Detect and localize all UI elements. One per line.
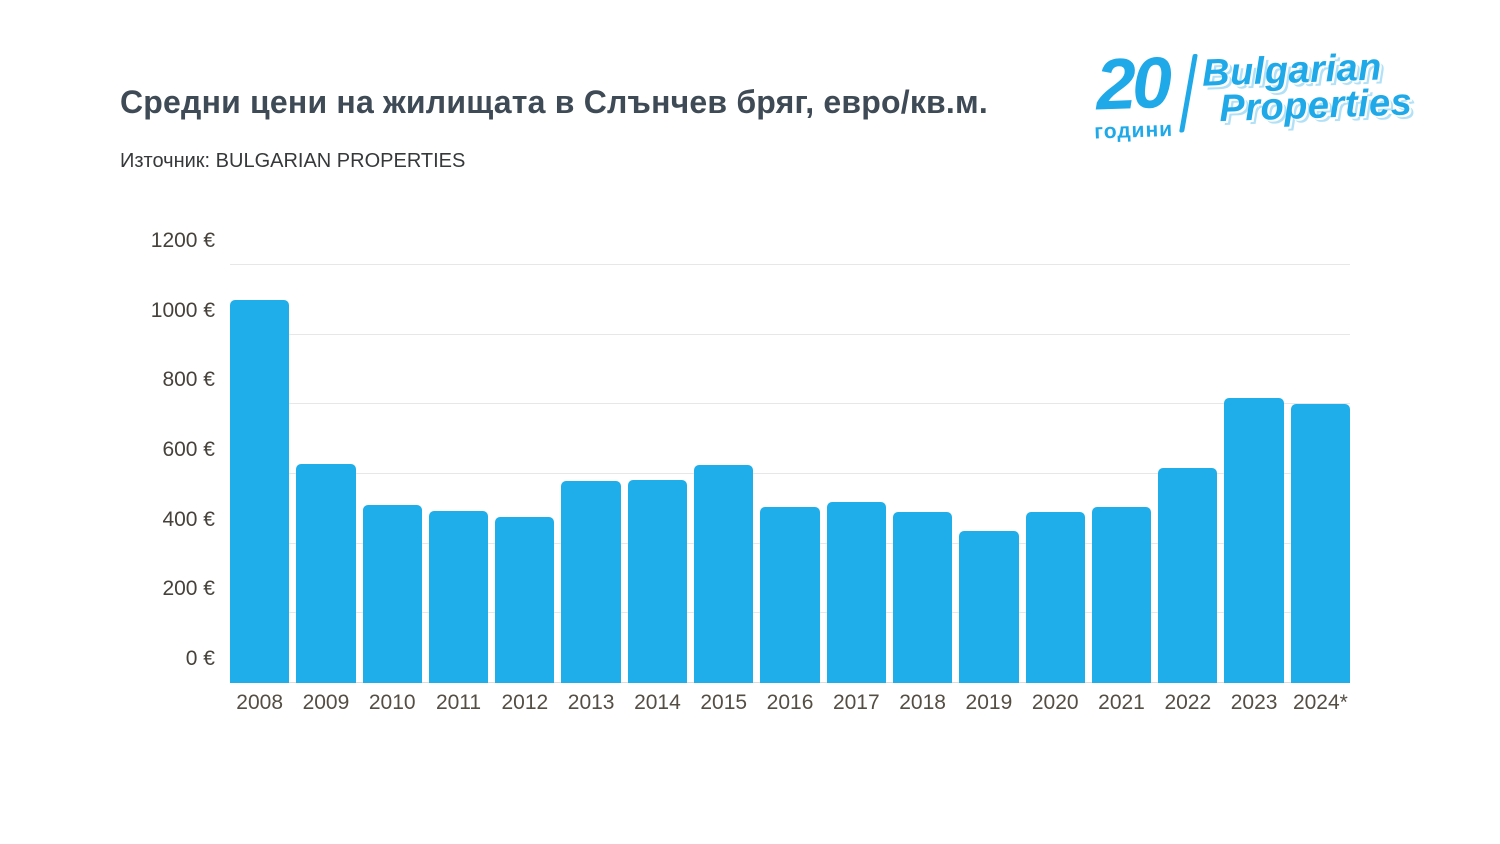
y-tick-label-1000: 1000 € (150, 298, 215, 322)
bar-2024 (1290, 404, 1351, 683)
x-tick-label-2017: 2017 (832, 691, 880, 714)
bar-2020 (1025, 512, 1085, 683)
y-tick-label-800: 800 € (162, 368, 215, 392)
bar-2013 (561, 480, 621, 683)
y-tick-label-0: 0 € (185, 647, 215, 670)
bar-2008 (230, 299, 290, 683)
x-tick-label-2016: 2016 (766, 691, 814, 714)
x-axis: 2008 2009 2010 2011 2012 2013 2014 2015 2016 2017… (230, 691, 1350, 715)
logo-anniversary: 20 години (1092, 42, 1174, 144)
x-tick-label-2019: 2019 (965, 691, 1013, 714)
gridline-600 (230, 473, 1350, 474)
logo-brand-line2: Properties (1218, 81, 1414, 131)
x-tick-label-2020: 2020 (1031, 691, 1079, 714)
gridline-800 (230, 403, 1350, 405)
bulgarian-properties-logo: 20 години Bulgarian Properties (1092, 42, 1414, 144)
logo-divider (1179, 53, 1198, 133)
x-tick-label-2022: 2022 (1164, 691, 1212, 714)
y-tick-label-1200: 1200 € (150, 229, 215, 252)
bar-2011 (428, 510, 489, 683)
bar-2010 (362, 505, 422, 683)
bar-2023 (1224, 398, 1284, 683)
gridline-1000 (230, 333, 1350, 335)
x-tick-label-2008: 2008 (236, 691, 283, 714)
bar-2016 (760, 507, 820, 683)
bar-2009 (296, 463, 356, 683)
x-tick-label-2011: 2011 (435, 691, 482, 714)
logo-anniversary-number: 20 (1094, 42, 1170, 126)
x-tick-label-2015: 2015 (700, 691, 748, 714)
y-tick-label-400: 400 € (162, 507, 215, 531)
source-label: Източник: BULGARIAN PROPERTIES (120, 150, 466, 172)
x-tick-label-2018: 2018 (899, 691, 946, 714)
x-tick-label-2012: 2012 (501, 691, 549, 714)
bar-2017 (826, 501, 886, 683)
bar-2014 (627, 480, 688, 683)
x-tick-label-2009: 2009 (302, 691, 350, 714)
y-tick-label-200: 200 € (162, 577, 215, 601)
x-tick-label-2013: 2013 (567, 691, 615, 714)
x-tick-label-2021: 2021 (1098, 691, 1145, 714)
x-tick-label-2024: 2024* (1292, 691, 1348, 714)
bar-2015 (694, 465, 754, 683)
x-tick-label-2023: 2023 (1230, 691, 1278, 714)
bar-chart: 0 € 200 € 400 € 600 € 800 € 1000 € 1200 € 2008… (120, 229, 1360, 725)
logo-anniversary-word: години (1094, 117, 1174, 144)
bars-container (230, 265, 1351, 683)
x-tick-label-2014: 2014 (634, 691, 681, 714)
bar-2018 (892, 512, 953, 683)
bar-2019 (959, 531, 1019, 683)
x-tick-label-2010: 2010 (368, 691, 416, 714)
logo-brand-name: Bulgarian Properties (1202, 46, 1414, 131)
page-title: Средни цени на жилищата в Слънчев бряг, … (120, 84, 988, 120)
bar-2012 (495, 516, 555, 683)
bar-2022 (1158, 467, 1218, 683)
gridline-1200 (230, 264, 1350, 265)
plot-area: 0 € 200 € 400 € 600 € 800 € 1000 € 1200 € (151, 229, 1351, 683)
bar-2021 (1091, 507, 1152, 683)
y-tick-label-600: 600 € (162, 438, 215, 461)
